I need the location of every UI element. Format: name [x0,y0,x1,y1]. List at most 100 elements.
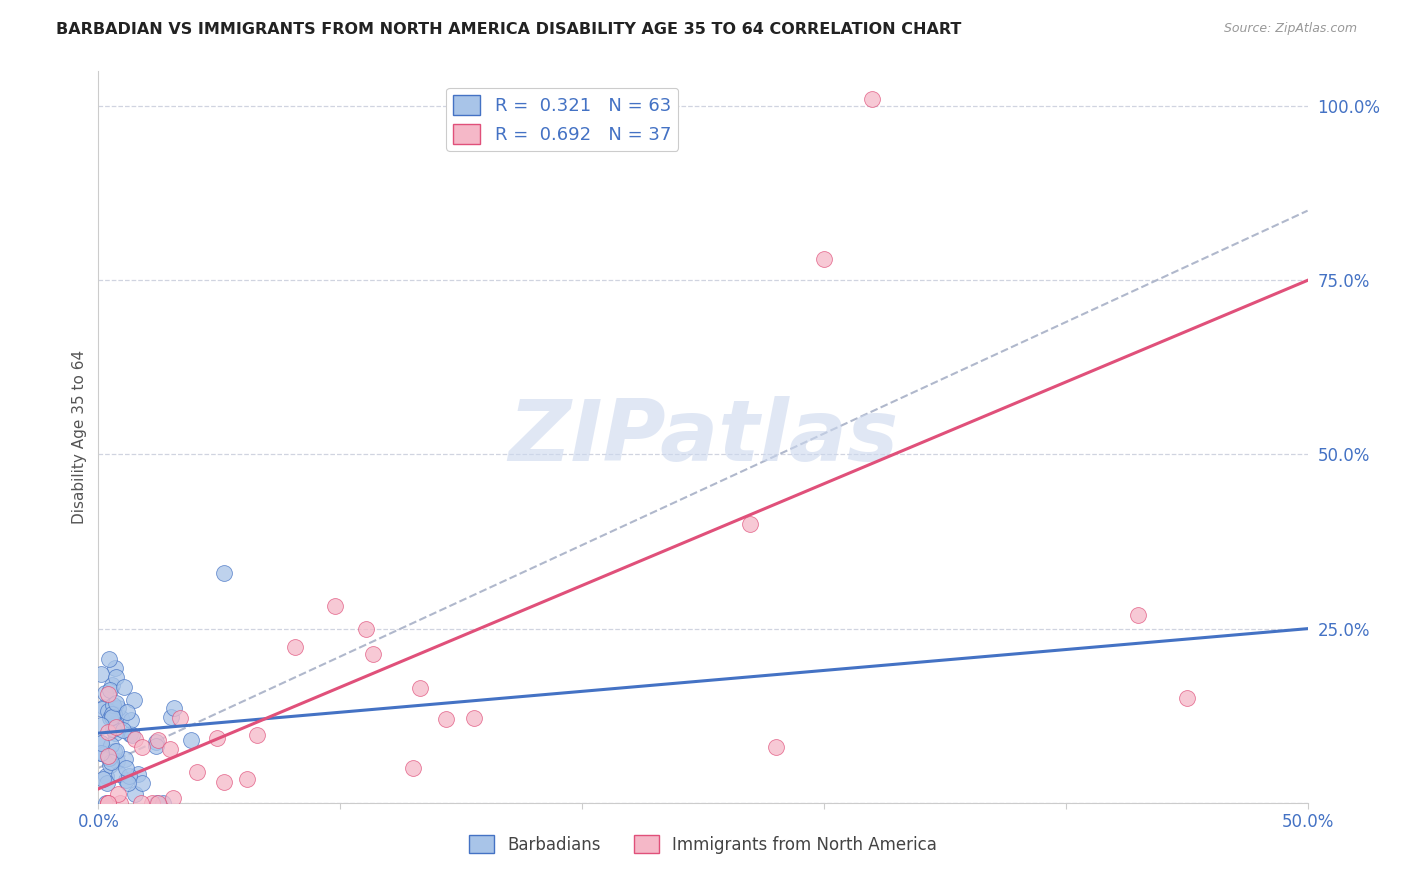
Point [145,796,167,810]
Point [96,796,118,810]
Y-axis label: Disability Age 35 to 64: Disability Age 35 to 64 [72,350,87,524]
Point [100,706,122,721]
Point [105,696,128,710]
Point [94,686,117,700]
Point [97,796,120,810]
Point [114,752,136,766]
Point [127,767,149,781]
Point [186,765,208,780]
Point [112,680,135,694]
Point [98,652,121,666]
Point [100,739,122,753]
Point [124,787,146,801]
Point [434,712,457,726]
Point [409,681,432,695]
Point [115,705,138,719]
Point [152,796,174,810]
Point [115,761,138,775]
Point [90,746,112,760]
Point [141,796,163,810]
Legend: Barbadians, Immigrants from North America: Barbadians, Immigrants from North Americ… [463,829,943,860]
Point [205,731,228,746]
Point [94,769,117,783]
Point [111,723,134,737]
Point [740,517,762,532]
Point [104,721,127,735]
Point [145,735,167,749]
Point [90,746,112,760]
Point [101,678,124,692]
Point [103,744,125,758]
Point [212,566,235,580]
Point [169,710,191,724]
Point [97,796,120,810]
Point [159,742,181,756]
Point [146,796,169,810]
Point [101,701,124,715]
Point [103,707,125,722]
Point [90,736,112,750]
Point [96,704,118,718]
Point [98,758,121,772]
Point [104,660,127,674]
Point [107,701,129,715]
Point [97,687,120,701]
Point [104,726,127,740]
Point [765,740,787,755]
Point [97,724,120,739]
Point [122,692,145,706]
Point [860,92,883,106]
Point [104,717,127,731]
Point [101,723,124,737]
Point [90,667,112,681]
Point [813,252,835,267]
Point [1128,607,1150,622]
Point [93,699,115,714]
Point [103,698,125,713]
Point [100,755,122,769]
Point [361,647,384,661]
Point [107,788,129,802]
Point [90,717,112,731]
Point [90,736,112,750]
Point [105,670,128,684]
Point [98,711,121,725]
Point [131,740,153,755]
Point [115,773,138,788]
Point [354,622,377,636]
Point [117,776,139,790]
Point [131,775,153,789]
Point [105,744,128,758]
Point [145,739,167,753]
Point [108,766,131,780]
Point [212,774,235,789]
Point [91,772,114,787]
Point [98,682,121,697]
Point [90,701,112,715]
Point [97,796,120,810]
Point [163,701,186,715]
Point [124,732,146,747]
Point [105,754,128,768]
Point [129,796,152,810]
Point [146,732,169,747]
Point [118,727,141,741]
Point [323,599,346,613]
Point [110,711,132,725]
Point [97,749,120,764]
Point [236,772,259,786]
Point [402,761,425,775]
Point [96,776,118,790]
Point [160,710,183,724]
Point [101,710,124,724]
Point [1175,691,1198,706]
Point [93,747,115,761]
Text: ZIPatlas: ZIPatlas [508,395,898,479]
Point [121,728,143,742]
Point [463,711,485,725]
Point [120,713,142,727]
Point [162,790,184,805]
Point [108,796,131,810]
Point [284,640,307,655]
Text: Source: ZipAtlas.com: Source: ZipAtlas.com [1223,22,1357,36]
